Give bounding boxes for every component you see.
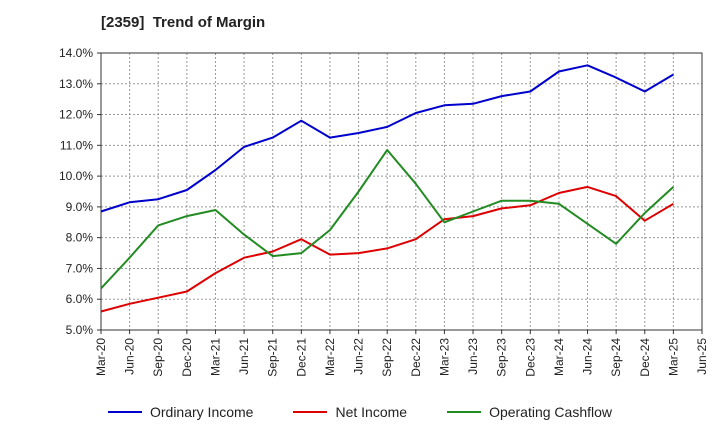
x-tick-label: Sep-23: [495, 338, 509, 377]
x-tick-label: Dec-23: [523, 338, 537, 377]
x-tick-label: Jun-24: [581, 338, 595, 375]
x-tick-label: Jun-22: [352, 338, 366, 375]
legend-label-ordinary-income: Ordinary Income: [149, 404, 254, 420]
y-tick-label: 9.0%: [66, 200, 94, 214]
legend-item-ordinary-income: Ordinary Income: [107, 404, 254, 420]
y-tick-label: 14.0%: [59, 46, 93, 60]
legend-item-net-income: Net Income: [293, 404, 407, 420]
x-tick-label: Jun-23: [466, 338, 480, 375]
legend-label-operating-cashflow: Operating Cashflow: [489, 404, 613, 420]
legend-item-operating-cashflow: Operating Cashflow: [447, 404, 612, 420]
y-tick-label: 12.0%: [59, 108, 93, 122]
x-tick-label: Dec-24: [638, 338, 652, 377]
y-tick-label: 7.0%: [66, 261, 94, 275]
x-tick-label: Mar-23: [437, 338, 451, 376]
x-tick-label: Sep-22: [380, 338, 394, 377]
y-tick-label: 8.0%: [66, 231, 94, 245]
series-line-net-income: [100, 185, 674, 313]
x-tick-label: Sep-20: [151, 338, 165, 377]
y-tick-label: 13.0%: [59, 77, 93, 91]
x-tick-label: Mar-21: [208, 338, 222, 376]
chart-title: [2359] Trend of Margin: [101, 14, 266, 31]
legend: Ordinary Income Net Income Operating Cas…: [0, 404, 720, 420]
y-tick-label: 10.0%: [59, 169, 93, 183]
x-tick-label: Jun-21: [237, 338, 251, 375]
legend-swatch-operating-cashflow: [447, 411, 482, 413]
x-tick-label: Dec-21: [294, 338, 308, 377]
x-tick-label: Mar-24: [552, 338, 566, 376]
y-tick-label: 5.0%: [66, 323, 94, 337]
x-tick-label: Sep-21: [266, 338, 280, 377]
series-line-ordinary-income: [100, 64, 674, 213]
plot-frame: [100, 52, 703, 331]
legend-label-net-income: Net Income: [335, 404, 408, 420]
x-tick-label: Sep-24: [609, 338, 623, 377]
x-tick-label: Mar-22: [323, 338, 337, 376]
y-tick-label: 6.0%: [66, 292, 94, 306]
x-tick-label: Mar-25: [666, 338, 680, 376]
x-tick-label: Dec-20: [180, 338, 194, 377]
x-tick-label: Jun-25: [695, 338, 709, 375]
series-line-operating-cashflow: [100, 149, 675, 290]
y-tick-label: 11.0%: [60, 138, 93, 152]
legend-swatch-net-income: [293, 411, 328, 413]
series-layer: [100, 64, 675, 313]
legend-swatch-ordinary-income: [107, 411, 142, 413]
axis-layer: 5.0% 6.0% 7.0% 8.0% 9.0% 10.0% 11.0% 12.0% 13.0%…: [59, 46, 709, 377]
x-tick-label: Dec-22: [409, 338, 423, 377]
x-tick-label: Jun-20: [123, 338, 137, 375]
x-tick-label: Mar-20: [94, 338, 108, 376]
